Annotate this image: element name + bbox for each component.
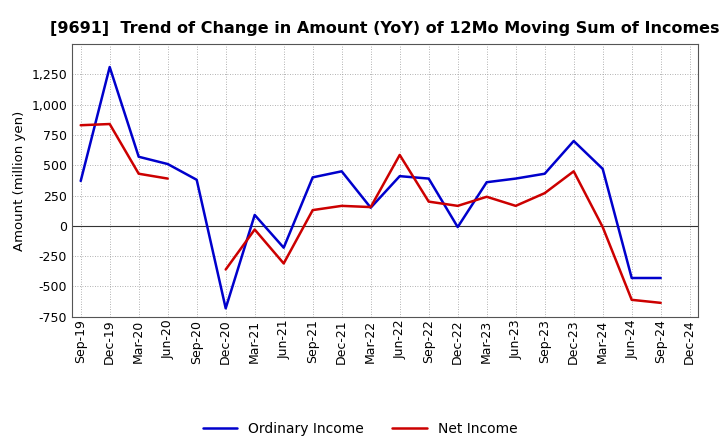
Title: [9691]  Trend of Change in Amount (YoY) of 12Mo Moving Sum of Incomes: [9691] Trend of Change in Amount (YoY) o… (50, 21, 720, 36)
Ordinary Income (105, 64, 114, 70)
Ordinary Income (541, 171, 549, 176)
Ordinary Income (76, 178, 85, 183)
Ordinary Income (279, 245, 288, 250)
Ordinary Income (570, 138, 578, 143)
Ordinary Income (192, 177, 201, 183)
Ordinary Income (598, 166, 607, 172)
Ordinary Income (657, 275, 665, 281)
Ordinary Income (251, 213, 259, 218)
Line: Net Income: Net Income (81, 124, 168, 179)
Ordinary Income (338, 169, 346, 174)
Net Income (163, 176, 172, 181)
Legend: Ordinary Income, Net Income: Ordinary Income, Net Income (197, 417, 523, 440)
Ordinary Income (135, 154, 143, 159)
Ordinary Income (163, 161, 172, 167)
Line: Ordinary Income: Ordinary Income (81, 67, 661, 308)
Ordinary Income (366, 205, 375, 210)
Ordinary Income (482, 180, 491, 185)
Net Income (135, 171, 143, 176)
Ordinary Income (308, 175, 317, 180)
Ordinary Income (395, 173, 404, 179)
Net Income (105, 121, 114, 127)
Net Income (76, 123, 85, 128)
Ordinary Income (627, 275, 636, 281)
Ordinary Income (424, 176, 433, 181)
Ordinary Income (221, 306, 230, 311)
Y-axis label: Amount (million yen): Amount (million yen) (13, 110, 26, 250)
Ordinary Income (454, 224, 462, 230)
Ordinary Income (511, 176, 520, 181)
